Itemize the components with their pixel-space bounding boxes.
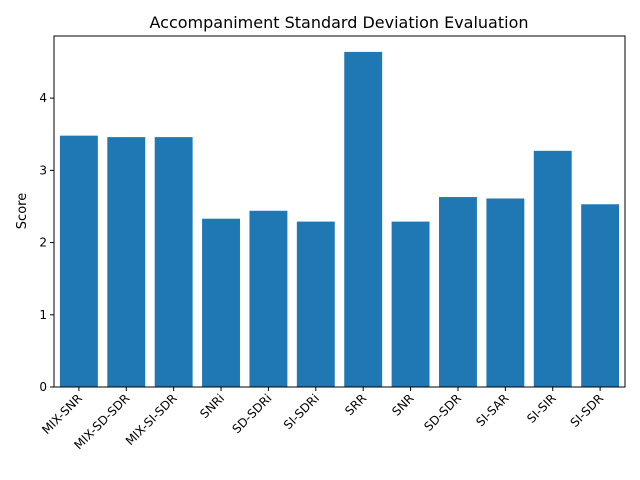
x-tick-label: SRR (342, 391, 369, 418)
y-tick-label: 2 (39, 236, 47, 250)
plot-frame (53, 35, 626, 388)
x-tick-label: SI-SAR (473, 391, 511, 429)
chart-title: Accompaniment Standard Deviation Evaluat… (149, 13, 528, 32)
x-tick-label: SNRi (197, 391, 227, 421)
x-tick-label: SD-SDR (421, 391, 464, 434)
x-tick-label: MIX-SI-SDR (123, 391, 180, 448)
bars-group (59, 51, 620, 387)
bar-si-sar (486, 198, 525, 387)
x-tick-label: SI-SDRi (281, 391, 322, 432)
bar-mix-si-sdr (154, 137, 193, 387)
bar-si-sir (533, 150, 572, 387)
x-tick-label: MIX-SNR (39, 391, 85, 437)
x-tick-label: SI-SDR (568, 391, 607, 430)
bar-sd-sdr (439, 197, 477, 387)
bar-mix-snr (59, 135, 98, 387)
bar-snri (202, 218, 240, 387)
x-tick-label: SI-SIR (524, 391, 559, 426)
bar-srr (344, 51, 383, 387)
bar-si-sdr (581, 204, 620, 387)
x-tick-label: SD-SDRi (229, 391, 274, 436)
y-tick-label: 1 (39, 308, 47, 322)
y-tick-label: 4 (39, 91, 47, 105)
y-tick-label: 3 (39, 163, 47, 177)
y-axis-ticks: 0 1 2 3 4 (39, 91, 54, 394)
x-tick-label: SNR (389, 391, 417, 419)
bar-si-sdri (296, 221, 335, 387)
bar-snr (391, 221, 430, 387)
bar-sd-sdri (249, 210, 288, 387)
y-tick-label: 0 (39, 380, 47, 394)
y-axis-label: Score (15, 193, 30, 229)
bar-mix-sd-sdr (107, 137, 146, 387)
